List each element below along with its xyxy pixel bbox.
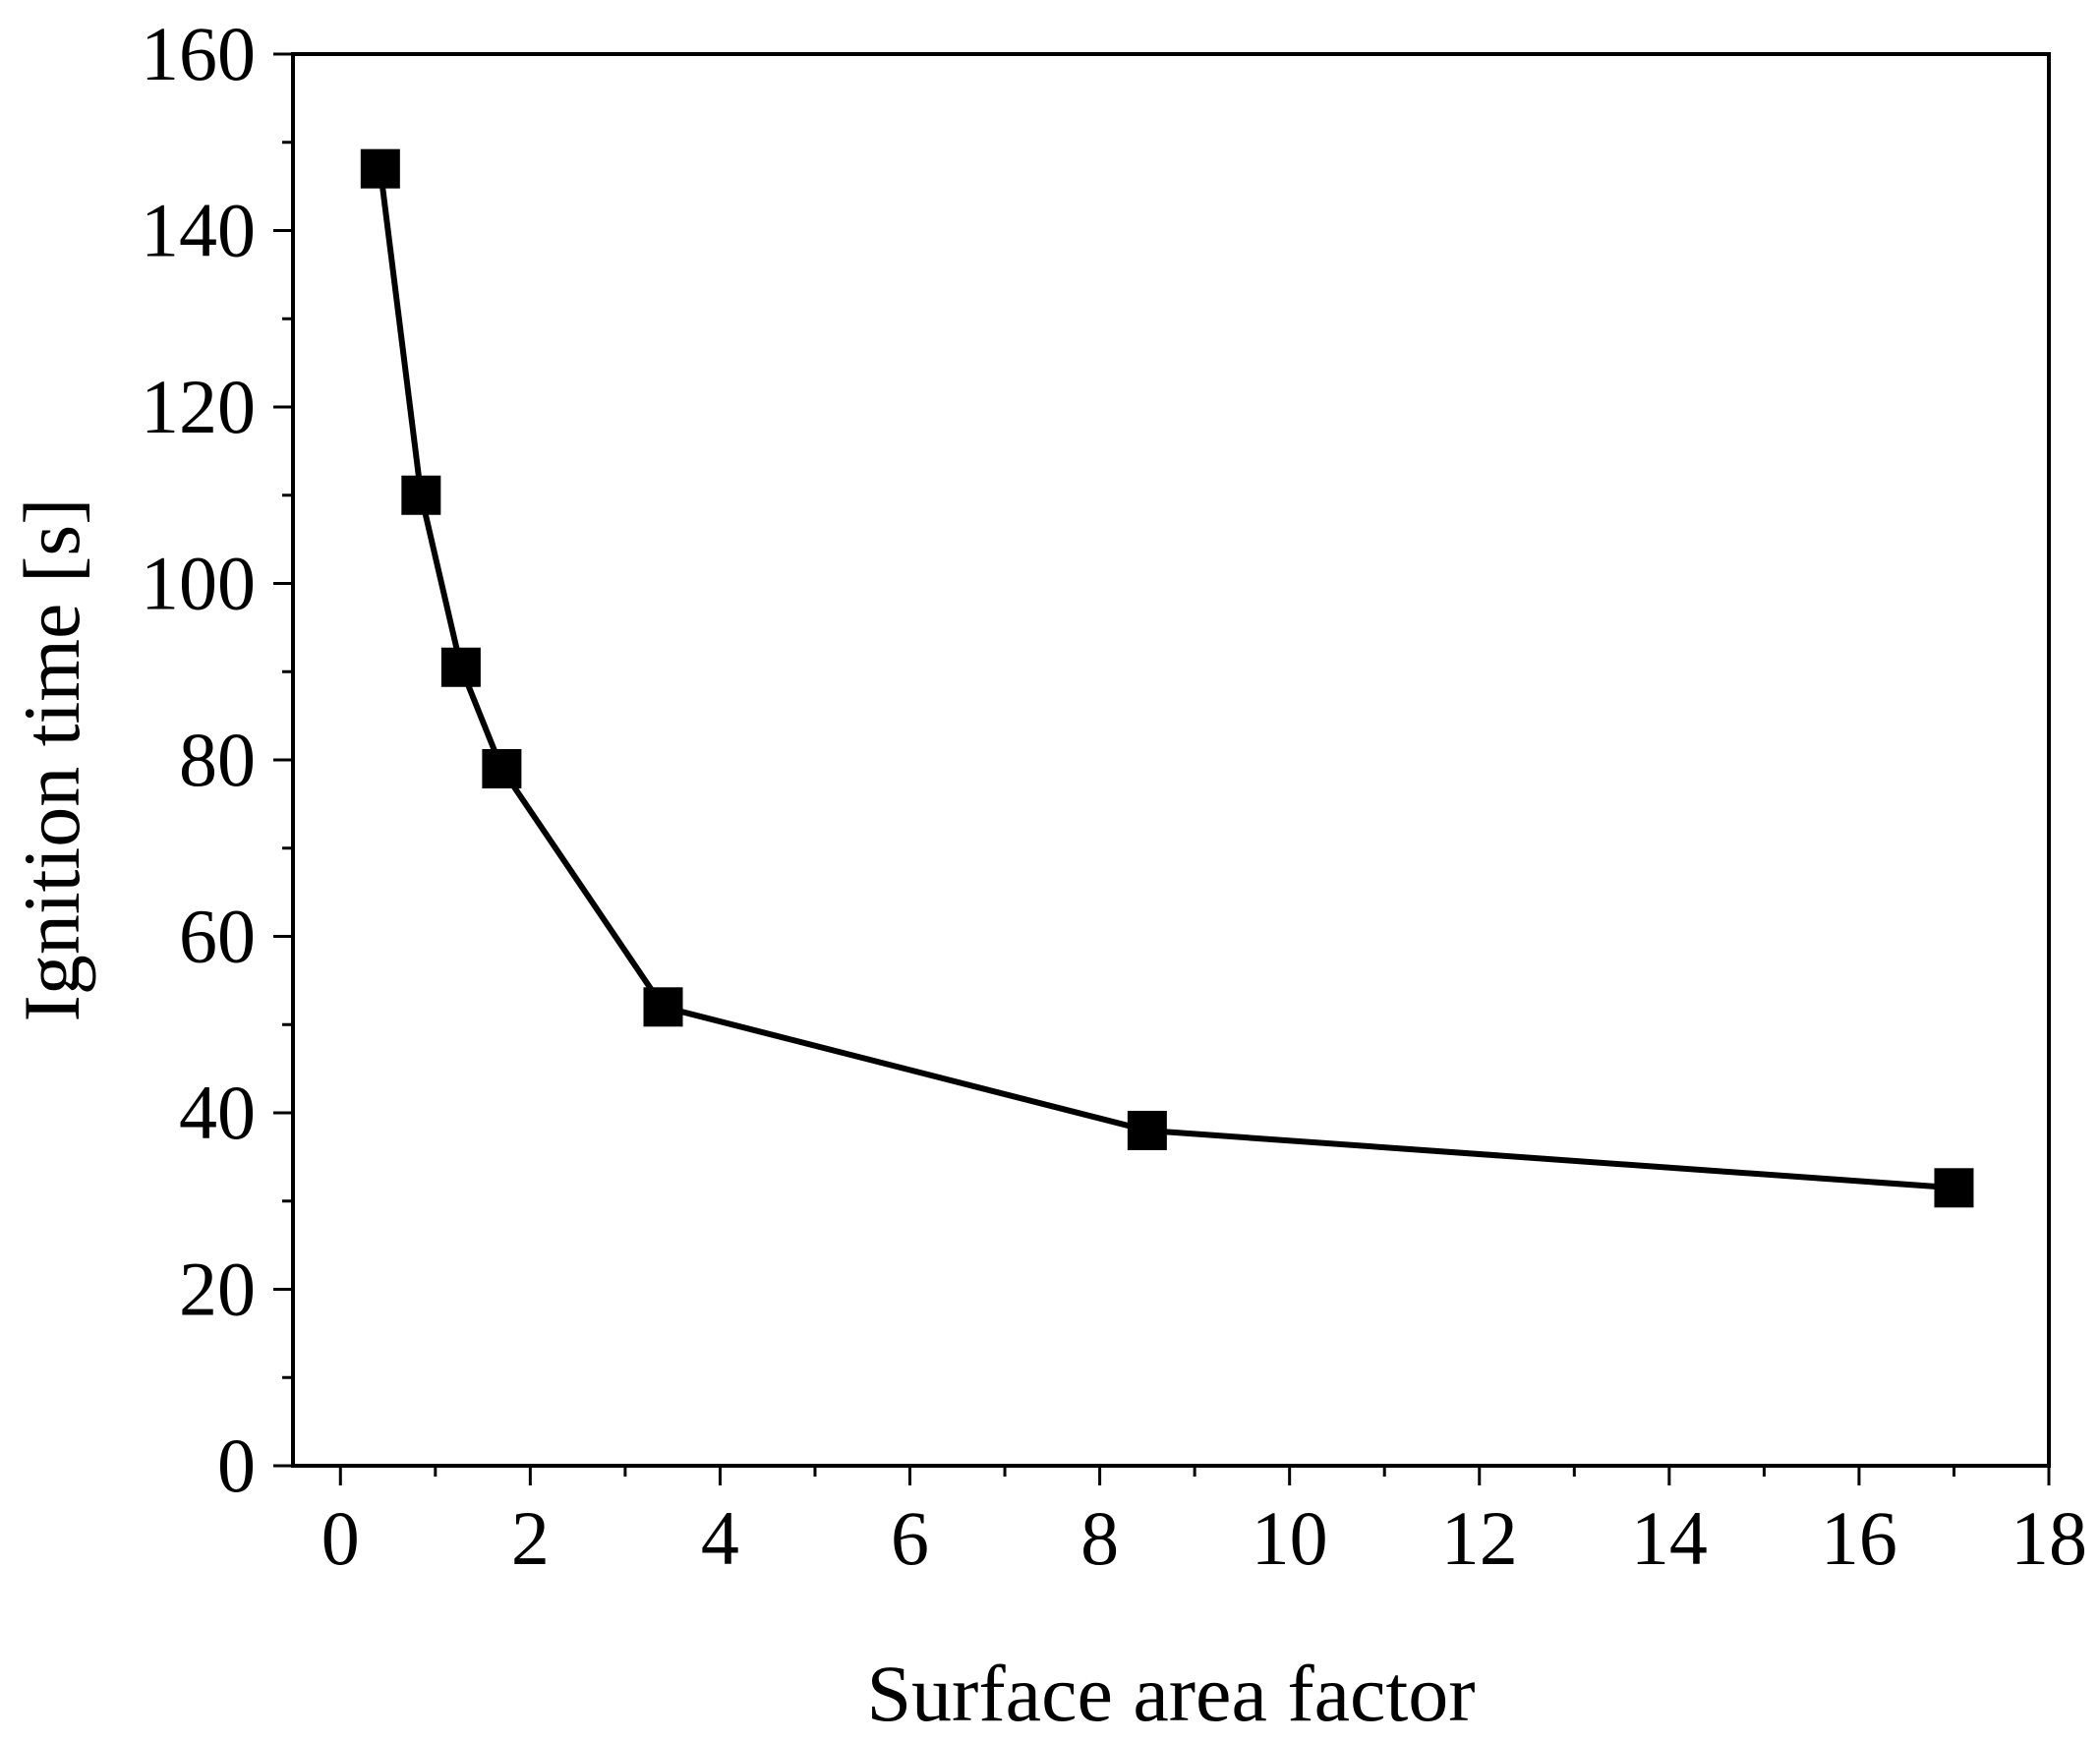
y-tick-label: 140 — [141, 188, 256, 273]
y-tick-label: 80 — [179, 717, 256, 802]
y-tick-label: 160 — [141, 11, 256, 96]
x-axis-tick-labels: 0 2 4 6 8 10 12 14 16 18 — [321, 1495, 2087, 1581]
plot-area-frame — [291, 52, 2051, 1468]
y-tick-label: 100 — [141, 541, 256, 626]
data-point-marker — [643, 987, 683, 1027]
data-point-marker — [482, 748, 522, 788]
series-line — [377, 168, 1954, 1191]
series-markers — [360, 148, 1974, 1208]
x-tick-label: 6 — [891, 1495, 929, 1581]
y-axis-ticks — [273, 52, 293, 1468]
data-point-marker — [360, 148, 400, 189]
x-tick-label: 8 — [1080, 1495, 1119, 1581]
x-tick-label: 16 — [1821, 1495, 1897, 1581]
y-tick-label: 40 — [179, 1070, 256, 1155]
y-axis-title: Ignition time [s] — [7, 498, 96, 1022]
series-lines — [377, 168, 1954, 1191]
x-axis-title: Surface area factor — [866, 1649, 1475, 1738]
y-tick-label: 120 — [141, 364, 256, 449]
y-axis-tick-labels: 0 20 40 60 80 100 120 140 160 — [141, 11, 256, 1508]
x-tick-label: 0 — [321, 1495, 360, 1581]
x-tick-label: 18 — [2011, 1495, 2087, 1581]
x-tick-label: 2 — [511, 1495, 550, 1581]
data-point-marker — [440, 647, 481, 687]
data-point-marker — [1127, 1110, 1167, 1150]
x-tick-label: 10 — [1252, 1495, 1328, 1581]
x-tick-label: 4 — [701, 1495, 739, 1581]
data-point-marker — [401, 475, 441, 515]
x-axis-ticks — [338, 1466, 2051, 1485]
y-tick-label: 60 — [179, 894, 256, 979]
x-tick-label: 12 — [1441, 1495, 1518, 1581]
y-tick-label: 20 — [179, 1247, 256, 1332]
x-tick-label: 14 — [1631, 1495, 1708, 1581]
y-tick-label: 0 — [217, 1423, 256, 1508]
data-point-marker — [1934, 1168, 1974, 1208]
